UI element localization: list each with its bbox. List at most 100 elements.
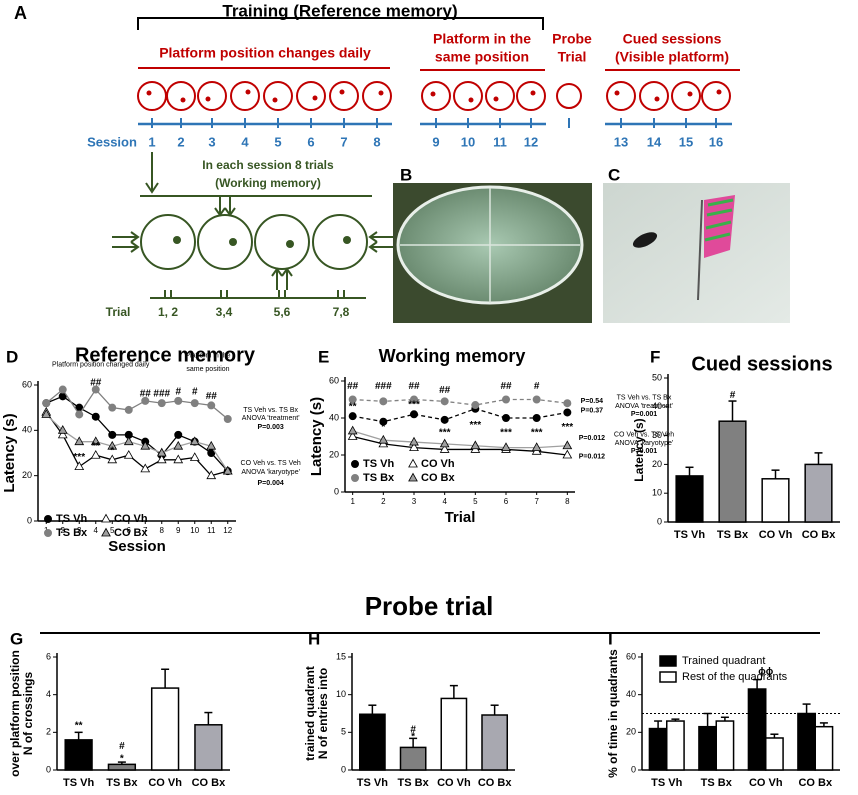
y-tick-label: 20	[626, 727, 636, 737]
marker	[141, 396, 150, 405]
annotation: ***	[73, 452, 85, 463]
panel-letter: I	[608, 629, 613, 648]
y-tick-label: 10	[652, 488, 662, 498]
marker	[108, 403, 117, 412]
annotation: P=0.012	[579, 454, 605, 461]
platform-dot	[272, 97, 278, 103]
platform-dot	[146, 90, 152, 96]
marker	[173, 440, 184, 450]
marker	[440, 415, 449, 424]
y-tick-label: 40	[652, 401, 662, 411]
platform-dot	[245, 89, 251, 95]
annotation: ***	[561, 422, 573, 433]
marker	[91, 412, 100, 421]
y-tick-label: 20	[652, 459, 662, 469]
y-tick-label: 30	[652, 430, 662, 440]
bracket	[137, 17, 544, 30]
bar	[399, 746, 427, 771]
x-tick-label: 9	[176, 526, 181, 535]
x-tick-label: 4	[94, 526, 99, 535]
phase-label: Probe	[552, 31, 592, 47]
y-tick-label: 0	[657, 516, 662, 526]
panel-letter: C	[608, 165, 620, 184]
panel-letter: B	[400, 165, 412, 184]
platform-dot	[530, 90, 536, 96]
marker	[531, 442, 542, 451]
annotation: TS Veh vs. TS Bx	[617, 394, 672, 401]
annotation: ANOVA 'karyotype'	[615, 440, 674, 447]
y-tick-label: 15	[336, 651, 346, 661]
annotation: Platform position changed daily	[52, 361, 150, 368]
legend-label: CO Vh	[114, 513, 148, 525]
session-number: 4	[241, 134, 249, 149]
annotation: TS Veh vs. TS Bx	[243, 407, 298, 414]
annotation: #	[192, 386, 198, 397]
marker	[189, 452, 200, 461]
platform-dot	[493, 96, 499, 102]
x-tick-label: 4	[442, 497, 447, 506]
annotation: ##	[500, 381, 512, 392]
annotation: ***	[531, 427, 543, 438]
pool-icon	[362, 81, 392, 111]
platform-dot	[430, 91, 436, 97]
annotation: ##	[140, 389, 152, 400]
marker	[563, 408, 572, 417]
chart-title: Working memory	[379, 346, 526, 366]
marker	[347, 431, 358, 440]
marker	[75, 410, 84, 419]
annotation: **	[92, 441, 100, 452]
x-tick-label: 7	[534, 497, 539, 506]
pool-icon	[421, 81, 451, 111]
session-number: 5	[274, 134, 281, 149]
annotation: *	[411, 731, 415, 742]
annotation: P=0.37	[581, 407, 603, 414]
marker	[140, 463, 151, 473]
panel-letter: H	[308, 629, 320, 648]
session-number: 13	[614, 134, 628, 149]
y-axis-label: N of entries into	[316, 668, 330, 759]
annotation: ***	[439, 427, 451, 438]
annotation: *	[120, 753, 124, 764]
marker	[348, 412, 357, 421]
annotation: P=0.004	[258, 480, 284, 487]
annotation: #	[119, 741, 125, 752]
session-number: 9	[432, 134, 439, 149]
phase-label: (Visible platform)	[615, 49, 729, 65]
x-axis-label: Session	[108, 538, 166, 555]
y-axis-label: Latency (s)	[308, 397, 325, 476]
bar	[715, 720, 735, 771]
phase-label: Cued sessions	[623, 31, 722, 47]
marker	[74, 461, 85, 470]
marker	[42, 399, 51, 408]
chart-title: Cued sessions	[691, 353, 832, 375]
annotation: ϕϕ	[758, 667, 773, 678]
bar	[747, 688, 767, 771]
marker	[223, 415, 232, 423]
marker	[107, 440, 118, 450]
marker	[173, 454, 184, 464]
section-title: Probe trial	[365, 591, 494, 621]
legend-marker	[408, 458, 418, 468]
pool-icon	[556, 83, 582, 109]
session-number: 7	[340, 134, 347, 149]
marker	[207, 401, 216, 410]
trial-label: Trial	[106, 305, 131, 319]
bar	[761, 478, 790, 523]
annotation: #	[534, 381, 540, 392]
pool-icon	[263, 81, 293, 111]
marker	[123, 449, 134, 459]
session-number: 16	[709, 134, 723, 149]
series-line	[352, 398, 568, 406]
platform-dot	[614, 90, 620, 96]
legend-marker	[408, 472, 418, 482]
x-tick-label: 3	[412, 497, 417, 506]
bar	[194, 724, 223, 771]
marker	[471, 401, 480, 410]
bar	[797, 712, 816, 771]
legend-marker	[101, 513, 111, 523]
marker	[378, 434, 389, 444]
x-tick-label: 12	[223, 526, 232, 535]
annotation: ##	[206, 391, 218, 402]
legend-label: CO Bx	[421, 472, 456, 484]
